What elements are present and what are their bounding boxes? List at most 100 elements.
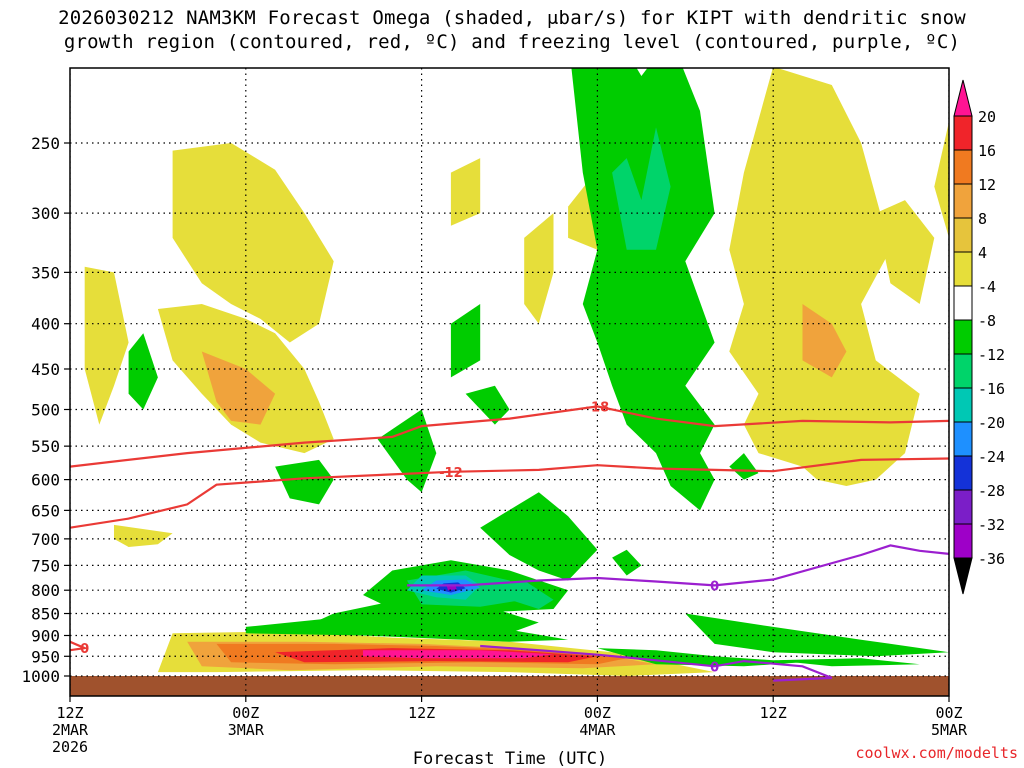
colorbar-segment-6 — [953, 319, 973, 355]
colorbar-tick-3: 8 — [978, 210, 987, 228]
y-tick-label-500: 500 — [31, 401, 60, 420]
chart-title: 2026030212 NAM3KM Forecast Omega (shaded… — [0, 6, 1024, 54]
colorbar-segment-1 — [953, 149, 973, 185]
omega-region-4-8 — [450, 158, 481, 226]
colorbar-tick-2: 12 — [978, 176, 996, 194]
x-tick-label-0-0: 12Z — [56, 704, 83, 722]
x-tick-label-0-1: 2MAR — [52, 721, 89, 739]
omega-region-m4-9 — [729, 453, 759, 480]
y-tick-label-900: 900 — [31, 626, 60, 645]
colorbar-segment-10 — [953, 455, 973, 491]
y-tick-label-650: 650 — [31, 501, 60, 520]
x-tick-label-36-0: 00Z — [584, 704, 611, 722]
x-axis-label: Forecast Time (UTC) — [413, 749, 607, 768]
y-tick-label-550: 550 — [31, 437, 60, 456]
x-tick-label-60-1: 5MAR — [931, 721, 968, 739]
omega-region-4-6 — [934, 121, 949, 238]
plot-frame — [69, 67, 950, 697]
colorbar-segment-4 — [953, 251, 973, 287]
y-tick-label-750: 750 — [31, 556, 60, 575]
omega-region-m28-0 — [446, 585, 457, 591]
contour-label-3: 0 — [710, 660, 719, 675]
omega-region-m4-13 — [465, 385, 510, 425]
y-tick-label-700: 700 — [31, 530, 60, 549]
x-tick-label-12-0: 00Z — [232, 704, 259, 722]
y-tick-label-350: 350 — [31, 263, 60, 282]
y-tick-label-450: 450 — [31, 360, 60, 379]
omega-region-4-7 — [114, 524, 173, 547]
colorbar-segment-7 — [953, 353, 973, 389]
contour-0 — [70, 405, 949, 468]
colorbar-tick-0: 20 — [978, 108, 996, 126]
y-tick-label-250: 250 — [31, 134, 60, 153]
omega-region-m4-11 — [275, 459, 334, 505]
colorbar-tick-9: -20 — [978, 414, 1005, 432]
colorbar-segment-bottom — [953, 557, 973, 595]
omega-region-4-1 — [84, 266, 129, 425]
colorbar-segment-0 — [953, 115, 973, 151]
y-tick-label-950: 950 — [31, 647, 60, 666]
omega-shading — [84, 68, 949, 676]
omega-region-m4-0 — [571, 68, 715, 511]
contour-3 — [480, 644, 833, 682]
colorbar-segment-11 — [953, 489, 973, 525]
y-tick-label-600: 600 — [31, 471, 60, 490]
x-tick-label-48-0: 12Z — [760, 704, 787, 722]
y-axis: 250 300 350 400 450 500 550 600 650 700 750 800 850 9… — [21, 134, 70, 686]
omega-region-m8-2 — [480, 580, 554, 609]
colorbar-tick-12: -32 — [978, 516, 1005, 534]
omega-region-m4-10 — [773, 658, 920, 667]
omega-region-8-1 — [802, 304, 847, 378]
omega-region-4-9 — [524, 213, 554, 324]
colorbar-segment-top — [953, 79, 973, 117]
x-tick-label-36-1: 4MAR — [579, 721, 616, 739]
colorbar-tick-6: -8 — [978, 312, 996, 330]
y-tick-label-1000: 1000 — [21, 667, 60, 686]
omega-region-4-5 — [875, 200, 935, 304]
y-tick-label-800: 800 — [31, 581, 60, 600]
x-tick-label-60-0: 00Z — [935, 704, 962, 722]
omega-region-m4-1 — [377, 409, 437, 493]
colorbar-tick-8: -16 — [978, 380, 1005, 398]
colorbar-tick-5: -4 — [978, 278, 996, 296]
colorbar: 20 16 12 8 4 -4 -8 -12 -16 -20 -24 -28 -32 -36 — [953, 79, 1005, 595]
y-tick-label-850: 850 — [31, 605, 60, 624]
colorbar-tick-10: -24 — [978, 448, 1005, 466]
colorbar-tick-13: -36 — [978, 550, 1005, 568]
ground-terrain — [70, 676, 949, 696]
colorbar-segment-8 — [953, 387, 973, 423]
y-tick-label-300: 300 — [31, 204, 60, 223]
colorbar-tick-7: -12 — [978, 346, 1005, 364]
omega-region-m4-5 — [480, 492, 598, 581]
credit-text: coolwx.com/modelts — [855, 744, 1018, 762]
colorbar-segment-5 — [953, 285, 973, 321]
x-tick-label-12-1: 3MAR — [228, 721, 265, 739]
chart-title-line-1: 2026030212 NAM3KM Forecast Omega (shaded… — [58, 7, 966, 29]
colorbar-segment-3 — [953, 217, 973, 253]
omega-region-m4-4 — [245, 618, 569, 642]
contour-label-0: -18 — [586, 400, 610, 415]
contour-label-2: 0 — [710, 579, 719, 594]
omega-region-m4-14 — [450, 304, 481, 378]
contour-lines: -18 -12 0 0 0 — [70, 400, 949, 682]
colorbar-tick-4: 4 — [978, 244, 987, 262]
contour-label-4: 0 — [80, 642, 89, 657]
contour-2 — [407, 544, 949, 587]
omega-region-m4-12 — [128, 333, 158, 410]
contour-label-1: -12 — [439, 466, 463, 481]
colorbar-segment-2 — [953, 183, 973, 219]
contour-4 — [70, 640, 89, 652]
y-tick-label-400: 400 — [31, 315, 60, 334]
omega-region-m4-8 — [612, 549, 642, 576]
omega-region-m4-6 — [685, 613, 949, 657]
omega-region-4-0 — [172, 143, 334, 343]
colorbar-segment-9 — [953, 421, 973, 457]
grid-lines — [70, 68, 949, 696]
colorbar-tick-11: -28 — [978, 482, 1005, 500]
colorbar-segment-12 — [953, 523, 973, 559]
contour-1 — [70, 457, 949, 529]
x-tick-label-0-2: 2026 — [52, 738, 88, 756]
colorbar-tick-1: 16 — [978, 142, 996, 160]
